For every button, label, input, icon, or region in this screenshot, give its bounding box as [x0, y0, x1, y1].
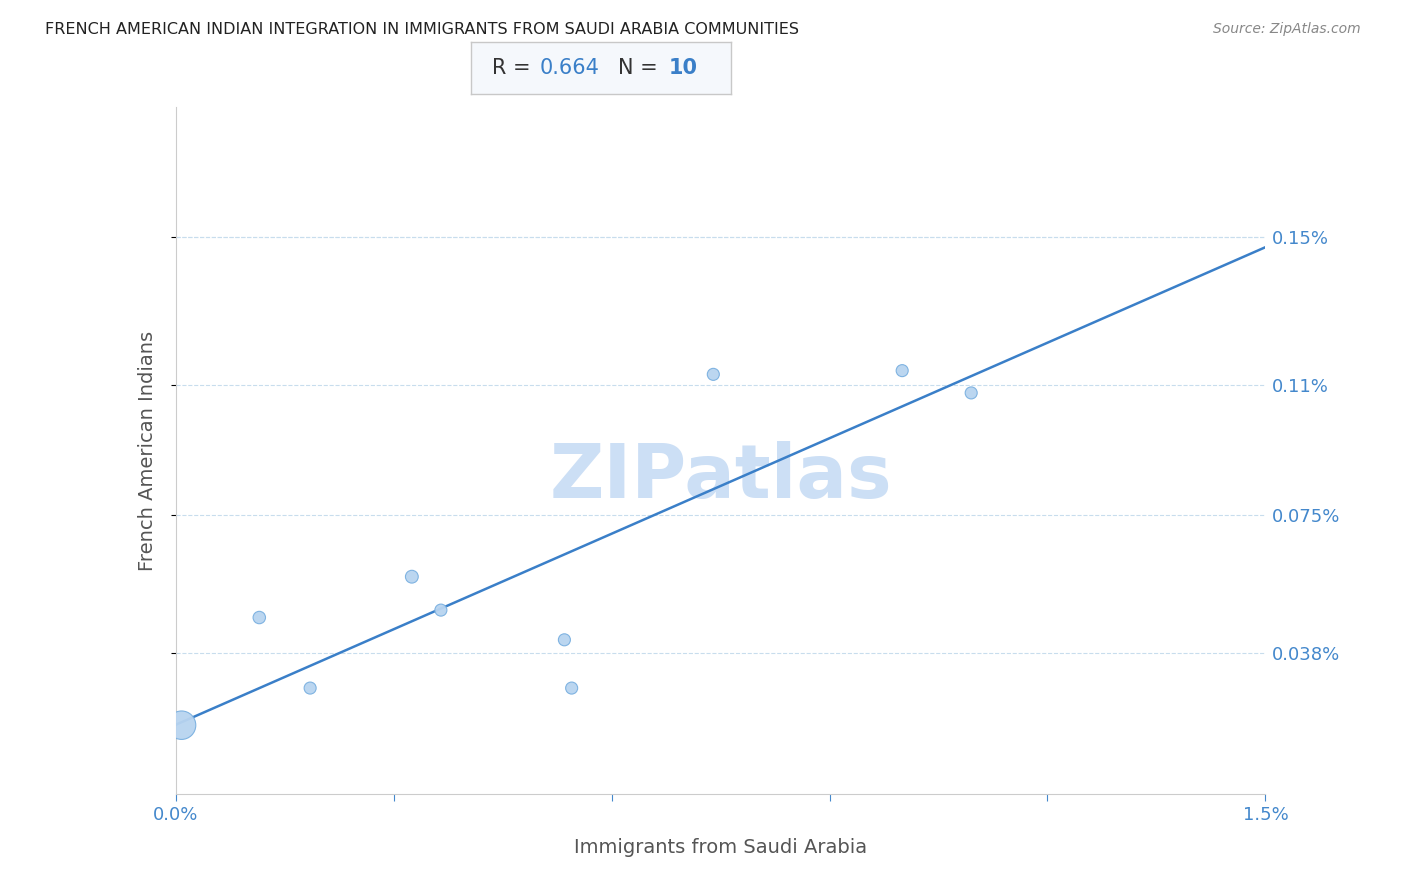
Point	[561, 681, 583, 695]
Y-axis label: French American Indians: French American Indians	[138, 330, 157, 571]
Point	[170, 718, 193, 732]
Text: R =: R =	[492, 58, 537, 78]
Text: ZIPatlas: ZIPatlas	[550, 442, 891, 515]
Text: N =: N =	[619, 58, 665, 78]
Point	[702, 368, 724, 382]
Text: 10: 10	[669, 58, 697, 78]
Point	[299, 681, 322, 695]
Point	[247, 610, 270, 624]
Text: 0.664: 0.664	[540, 58, 600, 78]
Text: Source: ZipAtlas.com: Source: ZipAtlas.com	[1213, 22, 1361, 37]
Text: FRENCH AMERICAN INDIAN INTEGRATION IN IMMIGRANTS FROM SAUDI ARABIA COMMUNITIES: FRENCH AMERICAN INDIAN INTEGRATION IN IM…	[45, 22, 799, 37]
Point	[553, 632, 575, 647]
X-axis label: Immigrants from Saudi Arabia: Immigrants from Saudi Arabia	[574, 838, 868, 856]
Point	[430, 603, 453, 617]
Point	[401, 570, 423, 584]
Point	[891, 364, 914, 378]
Point	[960, 385, 983, 400]
